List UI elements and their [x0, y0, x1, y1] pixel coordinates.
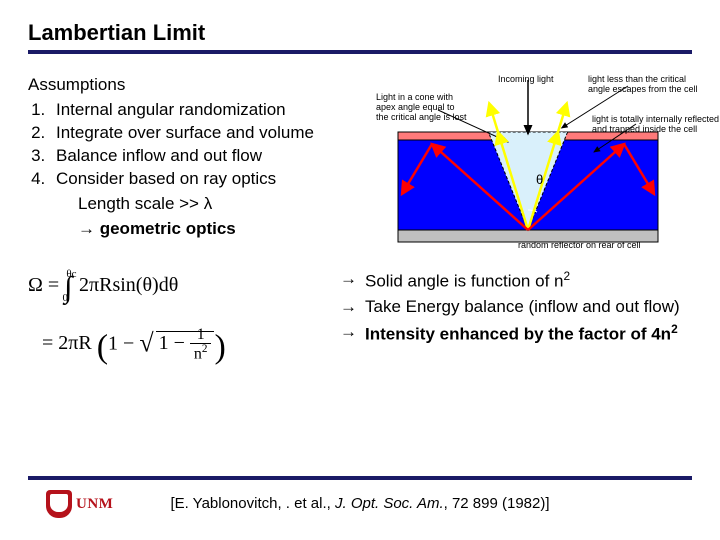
bullet-2-text: Take Energy balance (inflow and out flow… — [365, 296, 680, 319]
paren-open: ( — [97, 328, 108, 365]
conclusion-bullets: → Solid angle is function of n2 → Take E… — [340, 268, 692, 366]
slide-root: Lambertian Limit Assumptions Internal an… — [0, 0, 720, 540]
b1a: Solid angle is function of n — [365, 272, 563, 291]
citation-journal: J. Opt. Soc. Am. — [335, 495, 444, 512]
paren-close: ) — [214, 328, 225, 365]
assumption-sub1: Length scale >> λ — [78, 193, 368, 216]
upper-row: Assumptions Internal angular randomizati… — [28, 74, 692, 254]
arrow-icon: → — [340, 268, 357, 294]
light-trapping-diagram: Light in a cone with apex angle equal to… — [378, 74, 698, 254]
line2-prefix: = 2πR — [42, 332, 92, 354]
assumption-item: Internal angular randomization — [50, 99, 368, 122]
citation: [E. Yablonovitch, . et al., J. Opt. Soc.… — [0, 495, 720, 512]
slide-title: Lambertian Limit — [28, 20, 692, 46]
assumptions-list: Internal angular randomization Integrate… — [50, 99, 368, 191]
bullet-1-text: Solid angle is function of n2 — [365, 268, 570, 294]
b3sup: 2 — [671, 322, 678, 336]
citation-suffix: , 72 899 (1982)] — [444, 495, 550, 512]
citation-prefix: [E. Yablonovitch, . et al., — [170, 495, 335, 512]
bullet-3-text: Intensity enhanced by the factor of 4n2 — [365, 321, 678, 347]
den-sup: 2 — [202, 343, 208, 355]
int-lower: 0 — [63, 292, 69, 304]
arrow-icon: → — [340, 296, 357, 319]
formula-line1: Ω = ∫θc0 2πRsin(θ)dθ — [28, 268, 328, 305]
formula-line2: = 2πR (1 − √1 − 1n2) — [28, 327, 328, 366]
title-underline — [28, 50, 692, 54]
b3a: Intensity enhanced by the factor of 4n — [365, 324, 671, 343]
assumption-sub2: → geometric optics — [78, 218, 368, 241]
label-incoming: Incoming light — [498, 74, 554, 84]
frac-num: 1 — [190, 327, 212, 344]
eq1: = — [43, 274, 64, 296]
assumption-item: Consider based on ray optics — [50, 168, 368, 191]
assumption-item: Balance inflow and out flow — [50, 145, 368, 168]
label-escapes: light less than the critical angle escap… — [588, 74, 708, 94]
formula-block: Ω = ∫θc0 2πRsin(θ)dθ = 2πR (1 − √1 − 1n2… — [28, 268, 328, 366]
fraction: 1n2 — [190, 327, 212, 362]
bullet-2: → Take Energy balance (inflow and out fl… — [340, 296, 692, 319]
bullet-1: → Solid angle is function of n2 — [340, 268, 692, 294]
bullet-3: → Intensity enhanced by the factor of 4n… — [340, 321, 692, 347]
frac-den: n2 — [190, 344, 212, 362]
inside-prefix: 1 − — [159, 332, 190, 354]
assumptions-heading: Assumptions — [28, 74, 368, 97]
int-upper: θc — [66, 268, 76, 280]
arrow-icon: → — [340, 321, 357, 347]
label-theta: θ — [536, 172, 543, 187]
label-cone-lost: Light in a cone with apex angle equal to… — [376, 92, 468, 122]
assumption-item: Integrate over surface and volume — [50, 122, 368, 145]
b1sup: 2 — [563, 269, 570, 283]
label-tir: light is totally internally reflected an… — [592, 114, 720, 134]
lower-row: Ω = ∫θc0 2πRsin(θ)dθ = 2πR (1 − √1 − 1n2… — [28, 268, 692, 366]
sqrt-sign: √ — [139, 328, 153, 357]
label-reflector: random reflector on rear of cell — [518, 240, 641, 250]
one-minus: 1 − — [108, 332, 139, 354]
omega-symbol: Ω — [28, 274, 43, 296]
sqrt-body: 1 − 1n2 — [156, 331, 215, 354]
footer-underline — [28, 476, 692, 480]
assumptions-block: Assumptions Internal angular randomizati… — [28, 74, 368, 254]
den-n: n — [194, 345, 202, 362]
integrand: 2πRsin(θ)dθ — [79, 274, 178, 296]
